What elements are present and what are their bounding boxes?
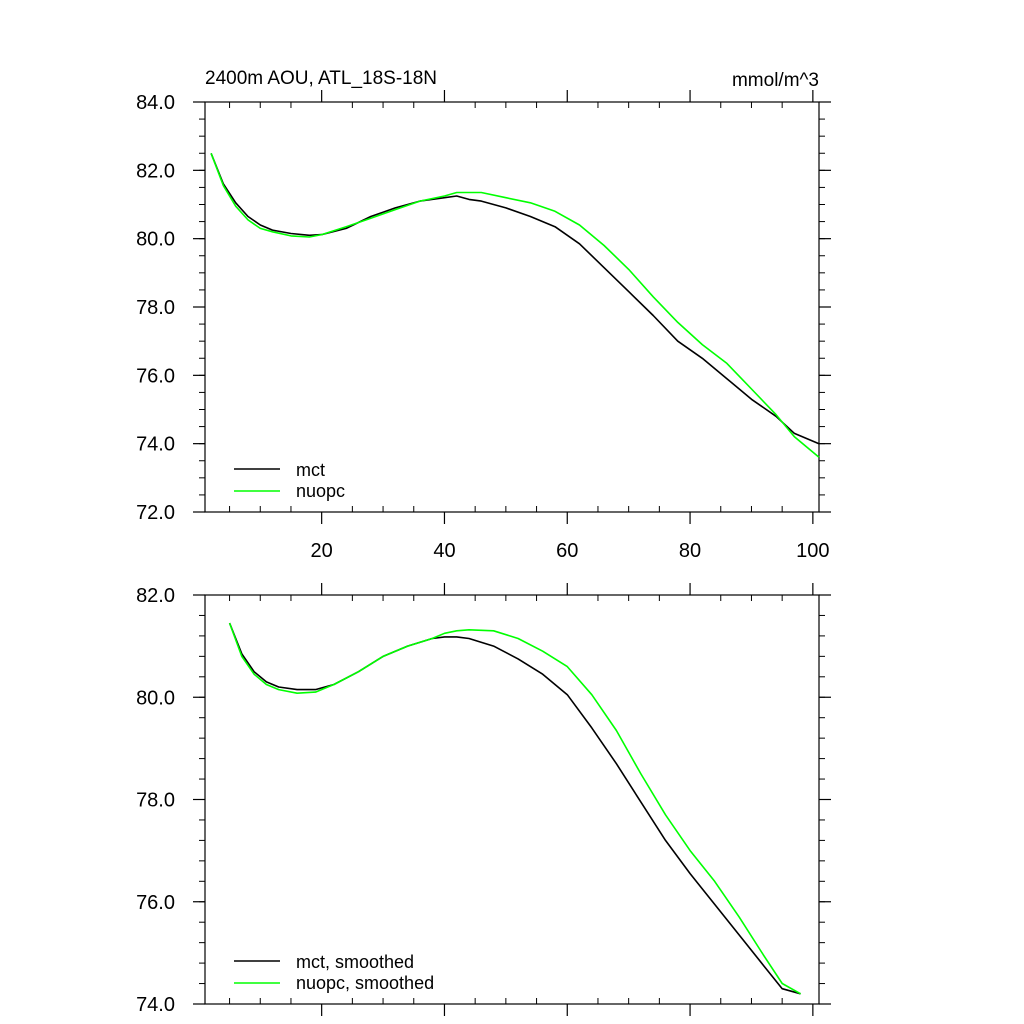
bottom-series-line-mct-smoothed <box>228 622 801 995</box>
top-x-tick-label: 40 <box>433 540 455 562</box>
top-series-line-mct <box>210 153 820 445</box>
top-series-line-nuopc <box>210 153 820 458</box>
bottom-panel: 74.0 76.0 78.0 80.0 82.0 mct, smoothed nuopc… <box>136 583 831 1016</box>
bottom-tick-group: 74.0 76.0 78.0 80.0 82.0 <box>136 583 831 1016</box>
bottom-legend: mct, smoothed nuopc, smoothed <box>234 952 434 993</box>
top-y-tick-label: 72.0 <box>136 502 175 524</box>
bottom-series-line-nuopc-smoothed <box>228 622 801 995</box>
top-x-tick-label: 60 <box>556 540 578 562</box>
top-title: 2400m AOU, ATL_18S-18N <box>205 68 437 89</box>
top-panel: 2400m AOU, ATL_18S-18N mmol/m^3 20 40 60 80… <box>136 68 831 562</box>
top-series-group <box>210 153 820 458</box>
top-x-tick-label: 80 <box>679 540 701 562</box>
bottom-y-tick-label: 80.0 <box>136 687 175 709</box>
legend-label-nuopc: nuopc <box>296 481 345 501</box>
top-x-tick-label: 100 <box>796 540 829 562</box>
top-y-tick-label: 80.0 <box>136 229 175 251</box>
bottom-y-tick-label: 78.0 <box>136 790 175 812</box>
bottom-y-tick-label: 74.0 <box>136 994 175 1016</box>
top-units: mmol/m^3 <box>732 70 819 91</box>
top-plot-frame <box>204 101 820 513</box>
legend-label-nuopc-smoothed: nuopc, smoothed <box>296 973 434 993</box>
top-y-tick-label: 76.0 <box>136 365 175 387</box>
bottom-y-tick-label: 76.0 <box>136 892 175 914</box>
top-y-tick-label: 74.0 <box>136 434 175 456</box>
top-x-tick-label: 20 <box>311 540 333 562</box>
top-tick-group: 20 40 60 80 100 72.0 74.0 76.0 78.0 80.0 82.0 84.0 <box>136 90 831 562</box>
top-y-tick-label: 84.0 <box>136 92 175 114</box>
legend-label-mct: mct <box>296 460 325 480</box>
top-y-tick-label: 82.0 <box>136 160 175 182</box>
top-legend: mct nuopc <box>234 460 345 501</box>
top-y-tick-label: 78.0 <box>136 297 175 319</box>
legend-label-mct-smoothed: mct, smoothed <box>296 952 414 972</box>
bottom-series-group <box>228 622 801 995</box>
bottom-y-tick-label: 82.0 <box>136 585 175 607</box>
